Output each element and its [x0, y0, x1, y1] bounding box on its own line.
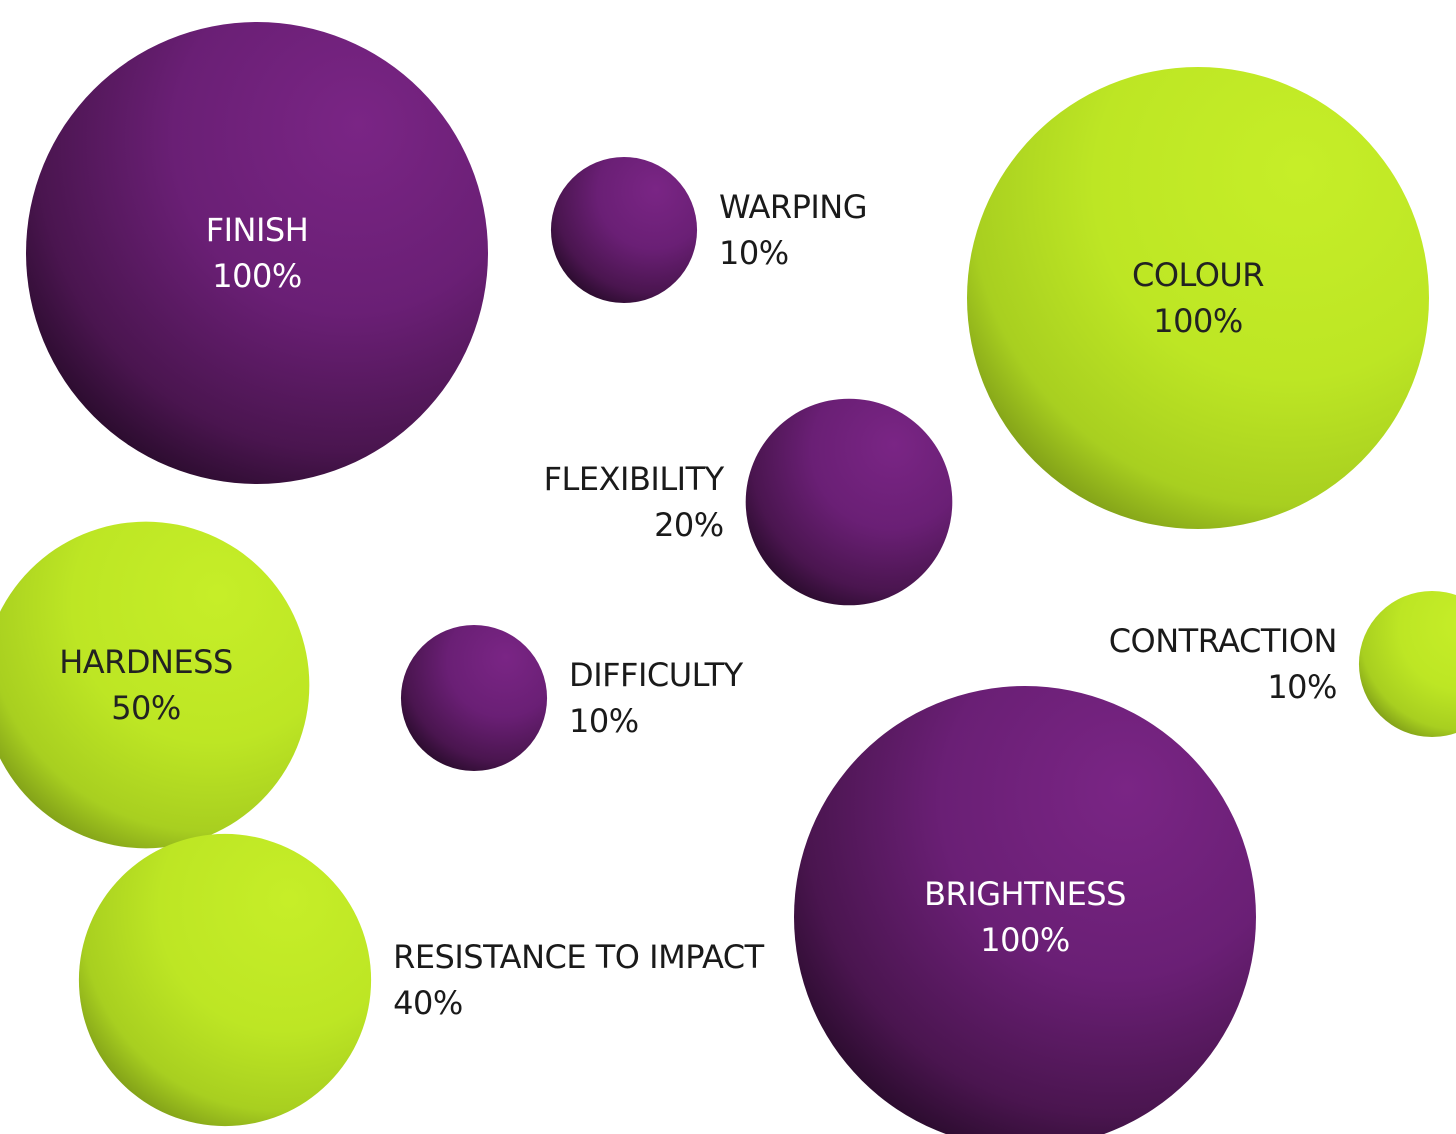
bubble-label-contraction: CONTRACTION [1109, 622, 1337, 660]
bubble-colour [967, 67, 1429, 529]
bubble-value-difficulty: 10% [569, 702, 639, 740]
bubble-label-resistance-to-impact: RESISTANCE TO IMPACT [393, 938, 765, 976]
bubble-label-colour: COLOUR [1132, 256, 1264, 294]
bubble-value-contraction: 10% [1267, 668, 1337, 706]
bubble-value-finish: 100% [212, 257, 301, 295]
bubble-value-flexibility: 20% [654, 506, 724, 544]
bubble-label-difficulty: DIFFICULTY [569, 656, 744, 694]
bubble-label-hardness: HARDNESS [59, 643, 233, 681]
bubble-label-warping: WARPING [719, 188, 867, 226]
bubble-label-brightness: BRIGHTNESS [924, 875, 1126, 913]
bubble-flexibility [745, 398, 953, 606]
bubble-resistance-to-impact [78, 833, 372, 1127]
bubbles-layer [0, 22, 1456, 1134]
bubble-value-resistance-to-impact: 40% [393, 984, 463, 1022]
bubble-value-warping: 10% [719, 234, 789, 272]
bubble-hardness [0, 521, 310, 849]
bubble-warping [550, 156, 698, 304]
bubble-label-flexibility: FLEXIBILITY [544, 460, 725, 498]
bubble-finish [26, 22, 488, 484]
bubble-value-brightness: 100% [980, 921, 1069, 959]
labels-layer: FINISH 100% WARPING 10% COLOUR 100% FLEXIBILIT… [59, 188, 1337, 1022]
bubble-value-hardness: 50% [111, 689, 181, 727]
bubble-difficulty [400, 624, 548, 772]
bubble-brightness [794, 686, 1256, 1134]
bubble-value-colour: 100% [1153, 302, 1242, 340]
bubble-contraction [1358, 590, 1456, 738]
bubble-label-finish: FINISH [206, 211, 309, 249]
